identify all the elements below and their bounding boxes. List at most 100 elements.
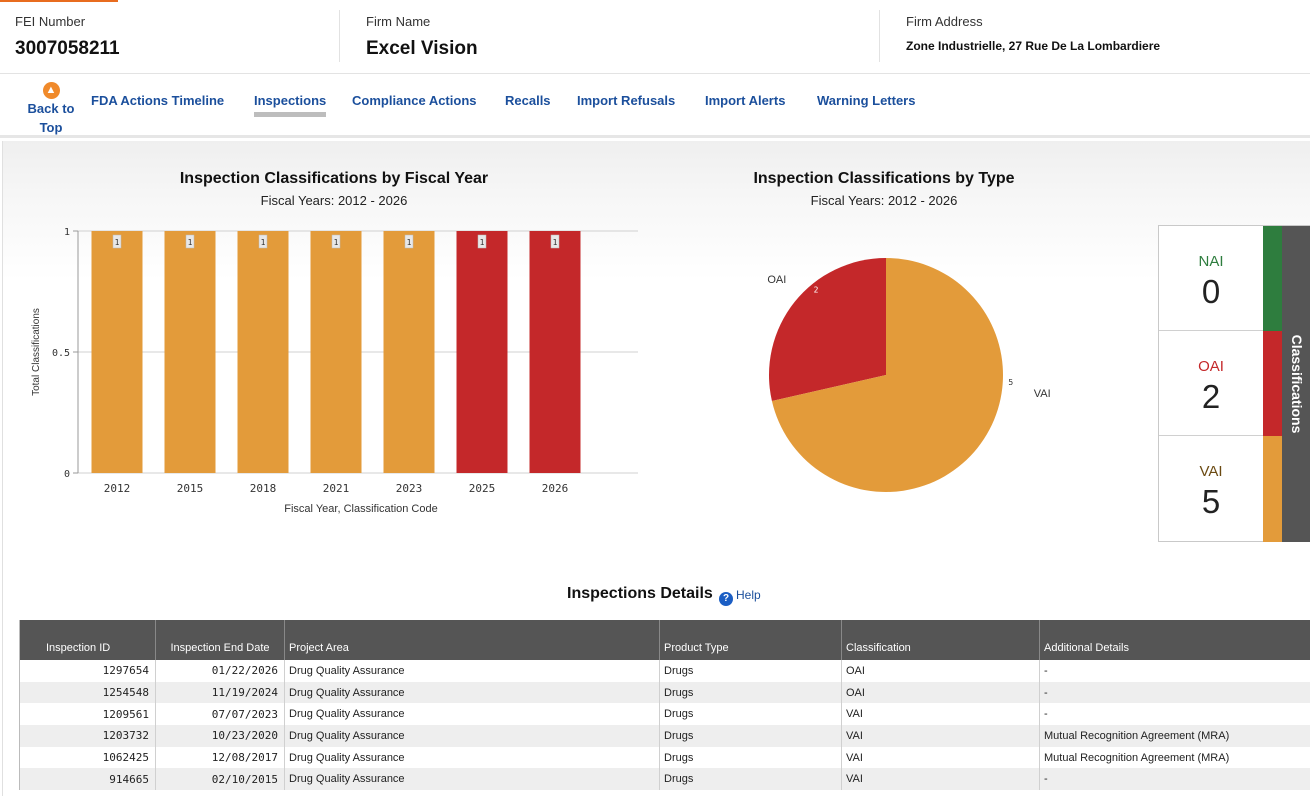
bar-chart-subtitle: Fiscal Years: 2012 - 2026 bbox=[260, 193, 408, 208]
x-tick-label: 2018 bbox=[250, 482, 277, 495]
firm-header: FEI Number 3007058211 Firm Name Excel Vi… bbox=[0, 0, 1310, 74]
inspections-panel: Inspection Classifications by Fiscal Yea… bbox=[2, 141, 1310, 796]
bar-chart-title: Inspection Classifications by Fiscal Yea… bbox=[179, 170, 489, 187]
cell-classification: VAI bbox=[841, 725, 1040, 747]
y-axis-label: Total Classifications bbox=[31, 308, 42, 396]
nav-warning-letters[interactable]: Warning Letters bbox=[817, 93, 916, 108]
cell-project-area: Drug Quality Assurance bbox=[284, 725, 660, 747]
table-header-row: Inspection ID Inspection End Date Projec… bbox=[19, 620, 1310, 660]
nav-import-refusals[interactable]: Import Refusals bbox=[577, 93, 676, 108]
header-accent-bar bbox=[0, 0, 118, 2]
cell-end-date: 07/07/2023 bbox=[155, 703, 285, 726]
pie-slice-VAI bbox=[771, 258, 1003, 492]
cell-project-area: Drug Quality Assurance bbox=[284, 746, 660, 769]
cell-inspection-id: 1254548 bbox=[19, 681, 156, 704]
help-label: Help bbox=[736, 588, 761, 602]
vai-color-bar bbox=[1263, 436, 1282, 542]
pie-value-OAI: 2 bbox=[814, 286, 819, 295]
nav-recalls[interactable]: Recalls bbox=[505, 93, 551, 108]
back-label-line1: Back to bbox=[27, 101, 75, 116]
firm-name-value: Excel Vision bbox=[366, 38, 478, 59]
cell-classification: VAI bbox=[841, 746, 1040, 769]
cell-classification: OAI bbox=[841, 660, 1040, 682]
oai-count-box: OAI 2 bbox=[1159, 331, 1263, 436]
data-label: 1 bbox=[188, 238, 193, 247]
table-row[interactable]: 1209561 07/07/2023 Drug Quality Assuranc… bbox=[19, 703, 1310, 726]
x-tick-label: 2021 bbox=[323, 482, 350, 495]
classifications-tab[interactable]: Classifications bbox=[1282, 226, 1310, 542]
nav-compliance-actions[interactable]: Compliance Actions bbox=[352, 93, 477, 108]
data-label: 1 bbox=[261, 238, 266, 247]
table-row[interactable]: 1297654 01/22/2026 Drug Quality Assuranc… bbox=[19, 660, 1310, 682]
header-divider bbox=[339, 10, 340, 62]
col-inspection-end-date[interactable]: Inspection End Date bbox=[155, 620, 285, 660]
x-tick-label: 2015 bbox=[177, 482, 204, 495]
vai-label: VAI bbox=[1199, 463, 1223, 480]
cell-project-area: Drug Quality Assurance bbox=[284, 681, 660, 704]
vai-count: 5 bbox=[1201, 483, 1221, 520]
oai-color-bar bbox=[1263, 331, 1282, 437]
cell-additional-details: - bbox=[1039, 703, 1310, 726]
fei-label: FEI Number bbox=[15, 14, 86, 29]
col-classification[interactable]: Classification bbox=[841, 620, 1040, 660]
bar-chart: 0 0.5 1 1 2012 1 2015 1 2018 1 2021 1 2023 1 2025 1 2026… bbox=[31, 227, 638, 515]
col-product-type[interactable]: Product Type bbox=[659, 620, 842, 660]
cell-additional-details: - bbox=[1039, 681, 1310, 704]
bar-2026 bbox=[529, 231, 581, 473]
col-project-area[interactable]: Project Area bbox=[284, 620, 660, 660]
cell-classification: VAI bbox=[841, 768, 1040, 791]
back-to-top-button[interactable]: ▲ Back to Top bbox=[22, 82, 80, 137]
y-tick-label: 0.5 bbox=[52, 348, 70, 359]
help-icon: ? bbox=[719, 592, 733, 606]
nai-color-bar bbox=[1263, 226, 1282, 332]
bar-2015 bbox=[164, 231, 216, 473]
pie-chart-title: Inspection Classifications by Type bbox=[753, 170, 1015, 187]
x-tick-label: 2026 bbox=[542, 482, 569, 495]
table-row[interactable]: 1062425 12/08/2017 Drug Quality Assuranc… bbox=[19, 746, 1310, 769]
data-label: 1 bbox=[334, 238, 339, 247]
col-additional-details[interactable]: Additional Details bbox=[1039, 620, 1310, 660]
firm-name-block: Firm Name Excel Vision bbox=[366, 14, 478, 60]
oai-label: OAI bbox=[1198, 358, 1224, 375]
section-nav: ▲ Back to Top FDA Actions Timeline Inspe… bbox=[0, 74, 1310, 138]
cell-product-type: Drugs bbox=[659, 681, 842, 704]
pie-chart: OAI 2 VAI 5 bbox=[767, 258, 1051, 492]
data-label-box bbox=[331, 234, 341, 249]
cell-product-type: Drugs bbox=[659, 725, 842, 747]
data-label: 1 bbox=[480, 238, 485, 247]
bar-2023 bbox=[383, 231, 435, 473]
cell-additional-details: - bbox=[1039, 768, 1310, 791]
cell-product-type: Drugs bbox=[659, 703, 842, 726]
firm-address-block: Firm Address Zone Industrielle, 27 Rue D… bbox=[906, 14, 1160, 53]
data-label-box bbox=[477, 234, 487, 249]
nav-inspections[interactable]: Inspections bbox=[254, 93, 327, 117]
x-tick-label: 2012 bbox=[104, 482, 131, 495]
data-label-box bbox=[185, 234, 195, 249]
data-label-box bbox=[550, 234, 560, 249]
cell-additional-details: Mutual Recognition Agreement (MRA) bbox=[1039, 725, 1310, 747]
cell-end-date: 02/10/2015 bbox=[155, 768, 285, 791]
cell-end-date: 12/08/2017 bbox=[155, 746, 285, 769]
cell-inspection-id: 914665 bbox=[19, 768, 156, 791]
data-label-box bbox=[258, 234, 268, 249]
bar-2021 bbox=[310, 231, 362, 473]
nai-label: NAI bbox=[1198, 253, 1224, 270]
cell-inspection-id: 1209561 bbox=[19, 703, 156, 726]
data-label-box bbox=[404, 234, 414, 249]
nav-fda-actions-timeline[interactable]: FDA Actions Timeline bbox=[91, 93, 225, 108]
bar-2018 bbox=[237, 231, 289, 473]
table-row[interactable]: 1203732 10/23/2020 Drug Quality Assuranc… bbox=[19, 725, 1310, 747]
col-inspection-id[interactable]: Inspection ID bbox=[19, 620, 156, 660]
fei-value: 3007058211 bbox=[15, 38, 120, 59]
table-row[interactable]: 1254548 11/19/2024 Drug Quality Assuranc… bbox=[19, 681, 1310, 704]
bar-2012 bbox=[91, 231, 143, 473]
cell-product-type: Drugs bbox=[659, 746, 842, 769]
classifications-panel: NAI 0 OAI 2 VAI 5 Classifications bbox=[1158, 225, 1310, 542]
cell-project-area: Drug Quality Assurance bbox=[284, 703, 660, 726]
nav-import-alerts[interactable]: Import Alerts bbox=[705, 93, 786, 108]
help-link[interactable]: ? Help bbox=[719, 588, 761, 606]
data-label: 1 bbox=[553, 238, 558, 247]
nai-count: 0 bbox=[1201, 273, 1221, 310]
y-tick-label: 1 bbox=[64, 227, 70, 238]
table-row[interactable]: 914665 02/10/2015 Drug Quality Assurance… bbox=[19, 768, 1310, 791]
